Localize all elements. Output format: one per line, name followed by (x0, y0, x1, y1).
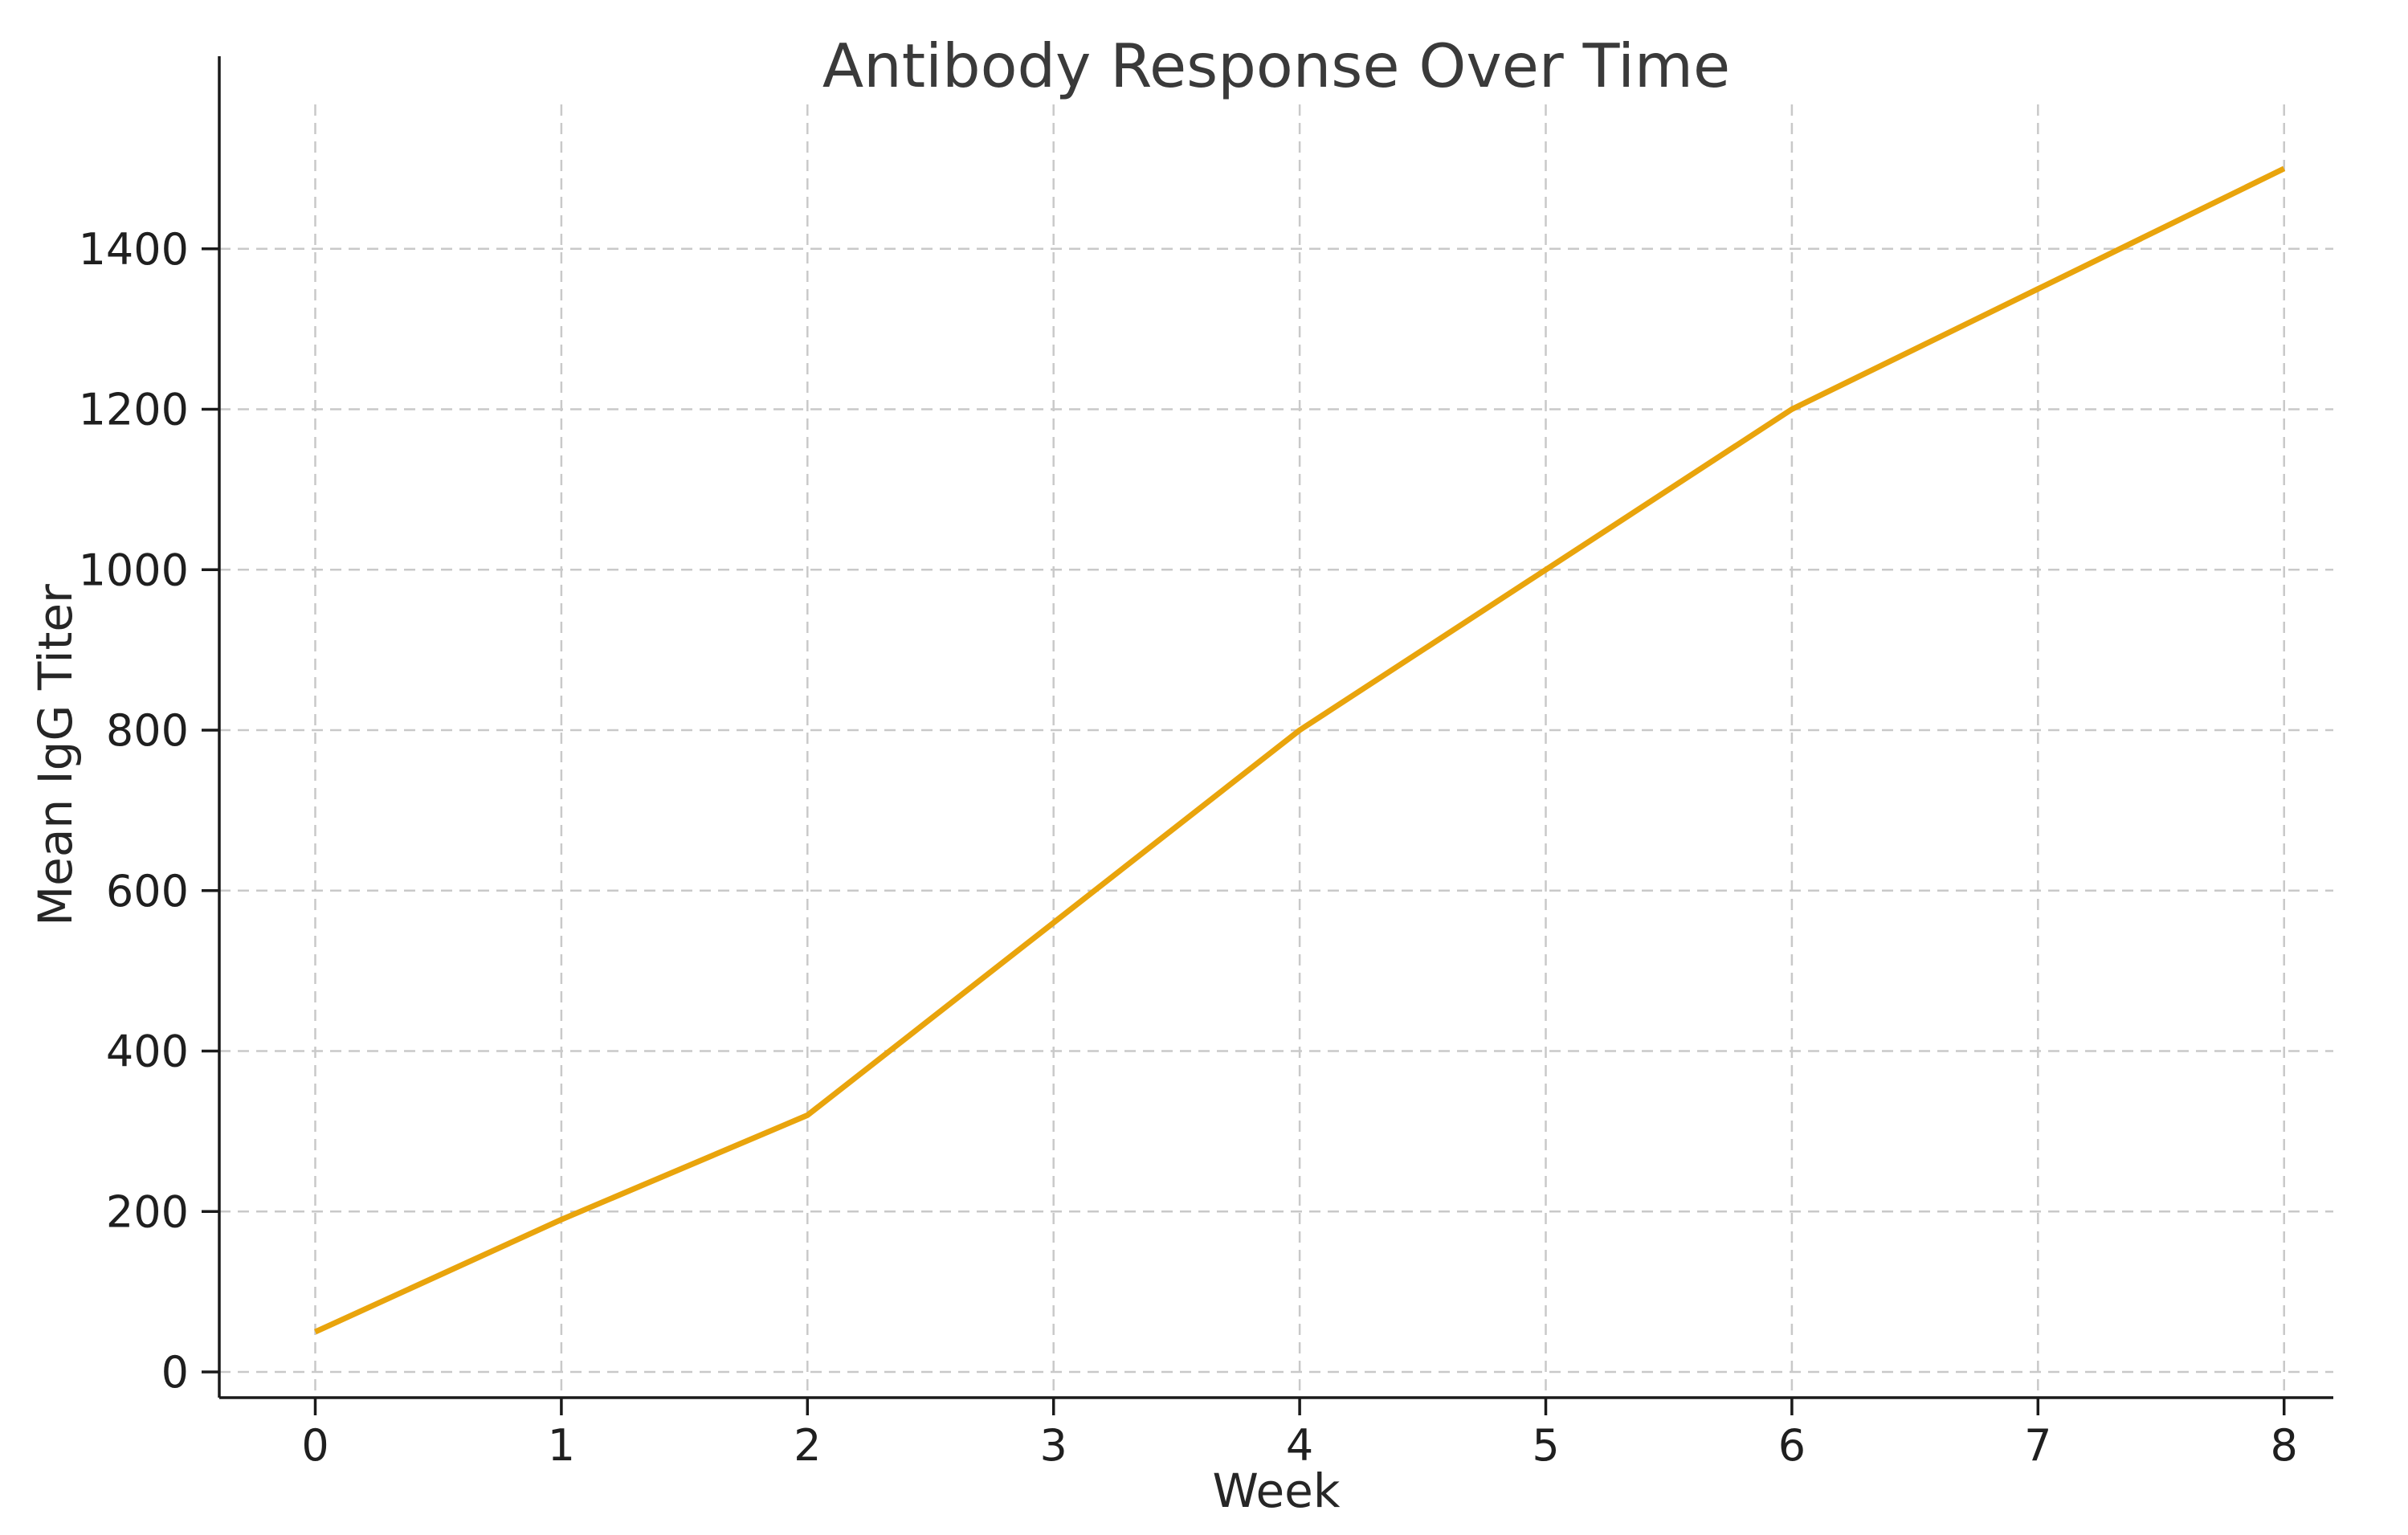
x-tick-label: 5 (1532, 1420, 1559, 1471)
x-axis-label: Week (1212, 1464, 1341, 1518)
y-tick-label: 200 (106, 1186, 189, 1237)
x-tick-label: 0 (301, 1420, 329, 1471)
y-tick-label: 600 (106, 866, 189, 917)
x-tick-label: 3 (1040, 1420, 1067, 1471)
data-line (314, 165, 2286, 1335)
x-tick-label: 7 (2024, 1420, 2051, 1471)
y-tick-label: 800 (106, 705, 189, 756)
x-tick-label: 4 (1286, 1420, 1313, 1471)
y-tick-label: 1200 (79, 385, 189, 435)
y-tick-label: 0 (161, 1347, 189, 1398)
chart-title: Antibody Response Over Time (822, 31, 1731, 101)
y-tick-label: 1000 (79, 545, 189, 595)
y-tick-label: 400 (106, 1027, 189, 1077)
y-tick-label: 1400 (79, 224, 189, 275)
x-tick-label: 6 (1778, 1420, 1806, 1471)
y-axis-label: Mean IgG Titer (28, 584, 83, 926)
x-tick-label: 2 (794, 1420, 821, 1471)
x-tick-label: 8 (2271, 1420, 2298, 1471)
x-tick-label: 1 (548, 1420, 575, 1471)
